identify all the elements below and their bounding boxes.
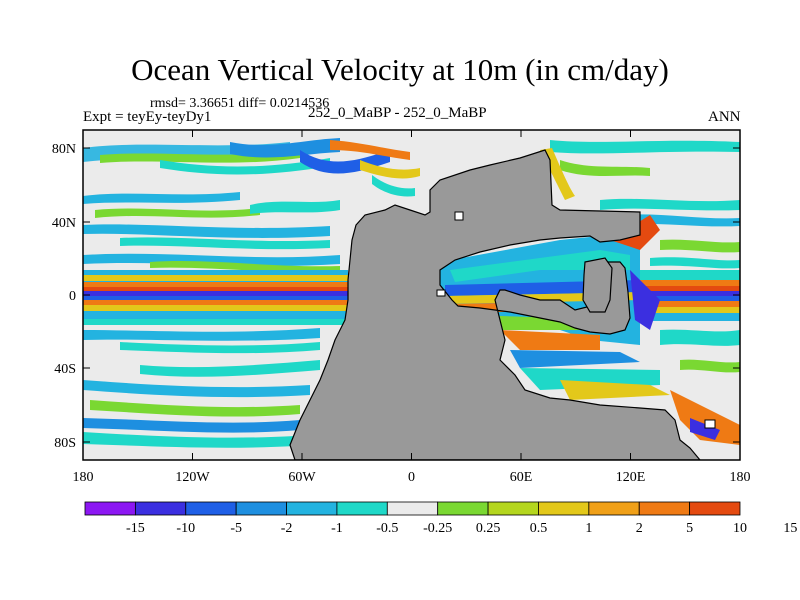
cimmerian-block [582, 257, 613, 313]
north-high-latitude-bands [83, 138, 740, 273]
colorbar-labels: -15 -10 -5 -2 -1 -0.5 -0.25 0.25 0.5 1 2 5 10 15 [126, 521, 797, 536]
season-label: ANN [708, 109, 741, 125]
x-tick-label: 0 [408, 470, 415, 485]
y-tick-label: 40N [52, 216, 76, 231]
colorbar-label: 1 [585, 521, 592, 536]
colorbar-swatch [386, 501, 439, 516]
colorbar-label: 0.5 [530, 521, 548, 536]
colorbar-swatch [84, 501, 136, 516]
plot-title: Ocean Vertical Velocity at 10m (in cm/da… [131, 52, 669, 87]
x-tick-label: 180 [730, 470, 751, 485]
equatorial-band-east [640, 270, 740, 373]
rmsd-diff-label: rmsd= 3.36651 diff= 0.0214536 [150, 96, 330, 111]
x-tick-label: 120E [616, 470, 646, 485]
x-tick-label: 120W [175, 470, 210, 485]
colorbar-label: 15 [783, 521, 797, 536]
colorbar-swatch [134, 501, 187, 516]
center-subtitle: 252_0_MaBP - 252_0_MaBP [308, 105, 487, 121]
colorbar-swatch [235, 501, 287, 516]
colorbar-label: -10 [176, 521, 195, 536]
colorbar-label: -0.25 [423, 521, 452, 536]
colorbar-label: 2 [636, 521, 643, 536]
island [454, 211, 464, 221]
pangaea-landmass [289, 149, 701, 460]
colorbar-label: -2 [281, 521, 293, 536]
colorbar-label: -5 [230, 521, 242, 536]
colorbar-swatch [588, 501, 640, 516]
y-tick-label: 80N [52, 142, 76, 157]
y-tick-label: 0 [69, 289, 76, 304]
colorbar-swatch [487, 501, 539, 516]
colorbar-label: -0.5 [376, 521, 398, 536]
island [436, 289, 446, 297]
map-panel [83, 130, 740, 460]
x-tick-label: 60W [288, 470, 316, 485]
colorbar-swatch [286, 501, 338, 516]
x-axis: 180 120W 60W 0 60E 120E 180 [73, 130, 751, 485]
colorbar-swatch [336, 501, 388, 516]
colorbar-swatch [437, 501, 489, 516]
south-bands-west [83, 328, 320, 448]
colorbar-swatch [185, 501, 237, 516]
colorbar [84, 501, 741, 516]
y-tick-label: 40S [54, 362, 76, 377]
colorbar-swatch [538, 501, 590, 516]
x-tick-label: 180 [73, 470, 94, 485]
colorbar-label: 0.25 [476, 521, 501, 536]
island [704, 419, 716, 429]
colorbar-swatch [689, 501, 741, 516]
x-tick-label: 60E [510, 470, 533, 485]
colorbar-swatch [638, 501, 691, 516]
colorbar-label: 5 [686, 521, 693, 536]
equatorial-band-west [83, 270, 348, 325]
colorbar-label: -1 [331, 521, 343, 536]
colorbar-label: -15 [126, 521, 145, 536]
y-axis: 80N 40N 0 40S 80S [52, 142, 740, 451]
experiment-label: Expt = teyEy-teyDy1 [83, 109, 212, 125]
y-tick-label: 80S [54, 436, 76, 451]
colorbar-label: 10 [733, 521, 747, 536]
